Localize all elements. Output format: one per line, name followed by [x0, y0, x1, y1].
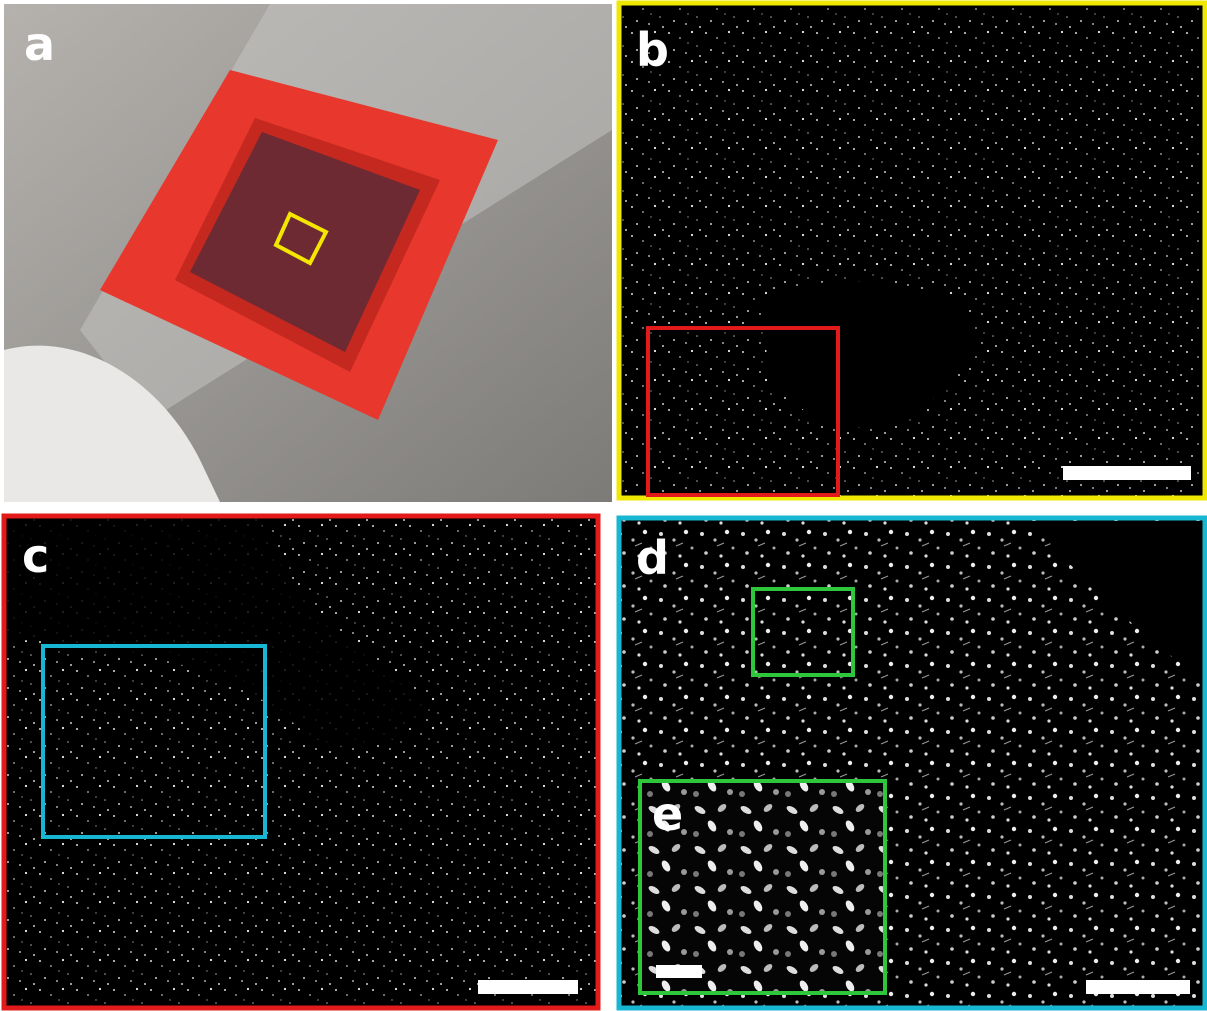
roi-red — [646, 326, 840, 497]
panel-label: d — [636, 531, 669, 585]
void-region — [1030, 521, 1202, 680]
panel-d: d — [616, 515, 1207, 1011]
void-region — [7, 519, 430, 748]
panel-label: b — [636, 23, 669, 77]
tissue-cloth — [4, 345, 220, 502]
panel-b: b — [616, 0, 1207, 501]
panel-label: e — [652, 787, 683, 841]
image-e — [638, 779, 887, 995]
scale-bar — [1086, 980, 1190, 994]
scale-bar — [656, 965, 702, 978]
scale-bar — [478, 980, 578, 994]
panel-e: e — [638, 779, 887, 995]
panel-label: a — [24, 17, 55, 71]
tissue-sample — [190, 132, 420, 352]
roi-cyan — [41, 644, 267, 839]
panel-a: a — [4, 4, 612, 502]
roi-yellow — [273, 211, 329, 266]
panel-c: c — [1, 513, 601, 1011]
image-b — [616, 0, 1207, 501]
panel-label: c — [22, 529, 49, 583]
scale-bar — [1063, 466, 1191, 480]
roi-green — [751, 587, 855, 677]
void-region — [760, 281, 972, 428]
